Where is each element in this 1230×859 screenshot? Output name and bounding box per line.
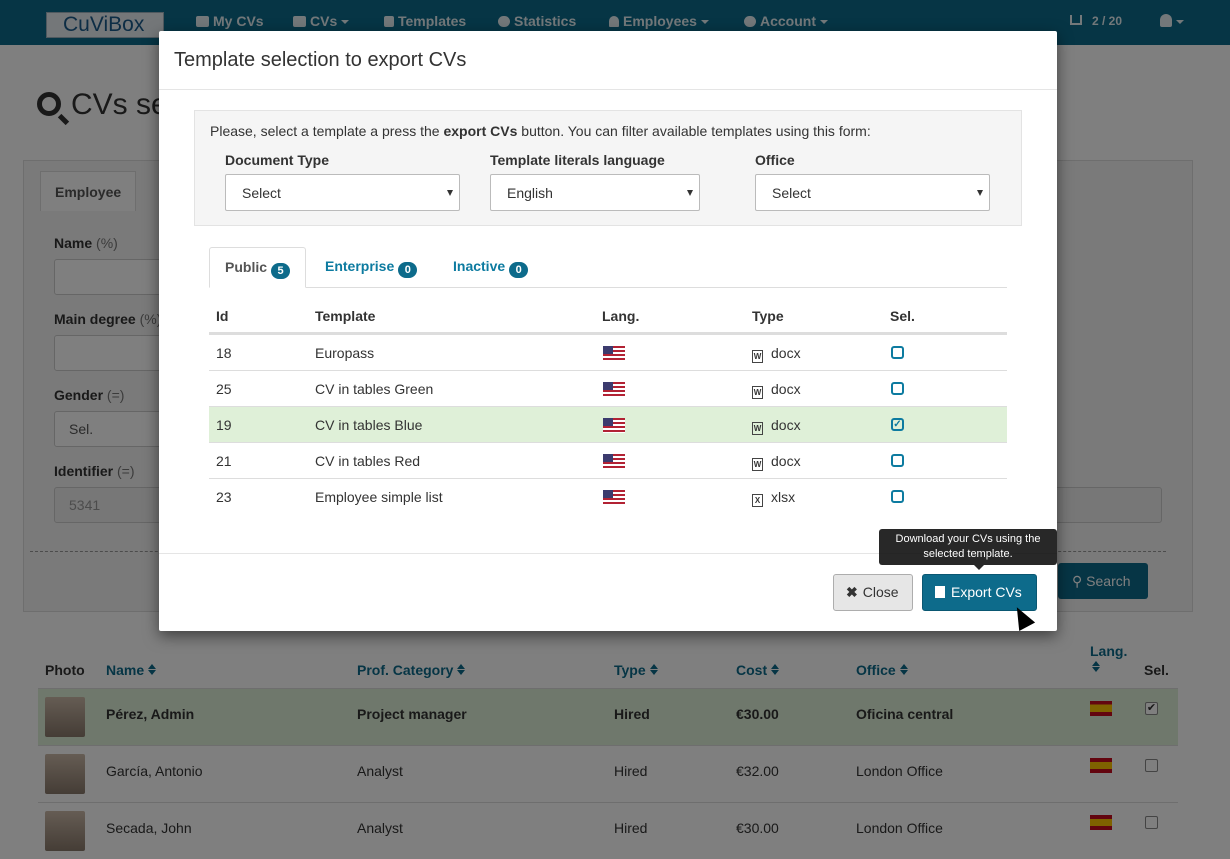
word-file-icon: W: [752, 386, 763, 399]
export-tooltip: Download your CVs using the selected tem…: [879, 529, 1057, 570]
document-type-label: Document Type: [225, 152, 329, 168]
filter-form: Please, select a template a press the ex…: [194, 110, 1022, 226]
cell-template: CV in tables Green: [315, 381, 434, 397]
cell-id: 19: [216, 417, 232, 433]
count-badge: 0: [398, 262, 418, 278]
col-sel: Sel.: [890, 308, 915, 324]
modal-footer-divider: [159, 553, 1057, 554]
cell-id: 25: [216, 381, 232, 397]
us-flag-icon: [603, 490, 625, 505]
chevron-down-icon: [977, 190, 983, 196]
count-badge: 5: [271, 263, 291, 279]
cell-id: 21: [216, 453, 232, 469]
us-flag-icon: [603, 454, 625, 469]
col-lang: Lang.: [602, 308, 640, 324]
cell-id: 23: [216, 489, 232, 505]
select-checkbox[interactable]: [891, 454, 904, 467]
select-checkbox[interactable]: [891, 346, 904, 359]
us-flag-icon: [603, 382, 625, 397]
close-icon: ✖: [846, 584, 858, 600]
select-checkbox[interactable]: [891, 490, 904, 503]
intro-text: Please, select a template a press the ex…: [210, 123, 871, 139]
us-flag-icon: [603, 346, 625, 361]
close-button[interactable]: ✖ Close: [833, 574, 913, 611]
tab-inactive[interactable]: Inactive 0: [438, 247, 543, 288]
tab-public[interactable]: Public 5: [209, 247, 307, 288]
office-select[interactable]: Select: [755, 174, 990, 211]
cell-template: CV in tables Blue: [315, 417, 423, 433]
count-badge: 0: [509, 262, 529, 278]
excel-file-icon: X: [752, 494, 763, 507]
language-label: Template literals language: [490, 152, 665, 168]
select-checkbox[interactable]: [891, 382, 904, 395]
office-label: Office: [755, 152, 795, 168]
word-file-icon: W: [752, 458, 763, 471]
modal-header-divider: [159, 89, 1057, 90]
word-file-icon: W: [752, 422, 763, 435]
chevron-down-icon: [447, 190, 453, 196]
col-type: Type: [752, 308, 784, 324]
col-template: Template: [315, 308, 376, 324]
chevron-down-icon: [687, 190, 693, 196]
language-select[interactable]: English: [490, 174, 700, 211]
us-flag-icon: [603, 418, 625, 433]
tab-enterprise[interactable]: Enterprise 0: [310, 247, 432, 288]
cell-template: Employee simple list: [315, 489, 443, 505]
file-download-icon: [935, 586, 945, 598]
col-id: Id: [216, 308, 229, 324]
cell-template: Europass: [315, 345, 375, 361]
document-type-select[interactable]: Select: [225, 174, 460, 211]
cell-template: CV in tables Red: [315, 453, 421, 469]
table-header: Id Template Lang. Type Sel.: [209, 297, 1007, 334]
template-tabs: Public 5 Enterprise 0 Inactive 0: [209, 247, 1007, 288]
select-checkbox-checked[interactable]: ✓: [891, 418, 904, 431]
modal-title: Template selection to export CVs: [174, 49, 467, 71]
cell-id: 18: [216, 345, 232, 361]
export-cvs-button[interactable]: Export CVs: [922, 574, 1037, 611]
word-file-icon: W: [752, 350, 763, 363]
